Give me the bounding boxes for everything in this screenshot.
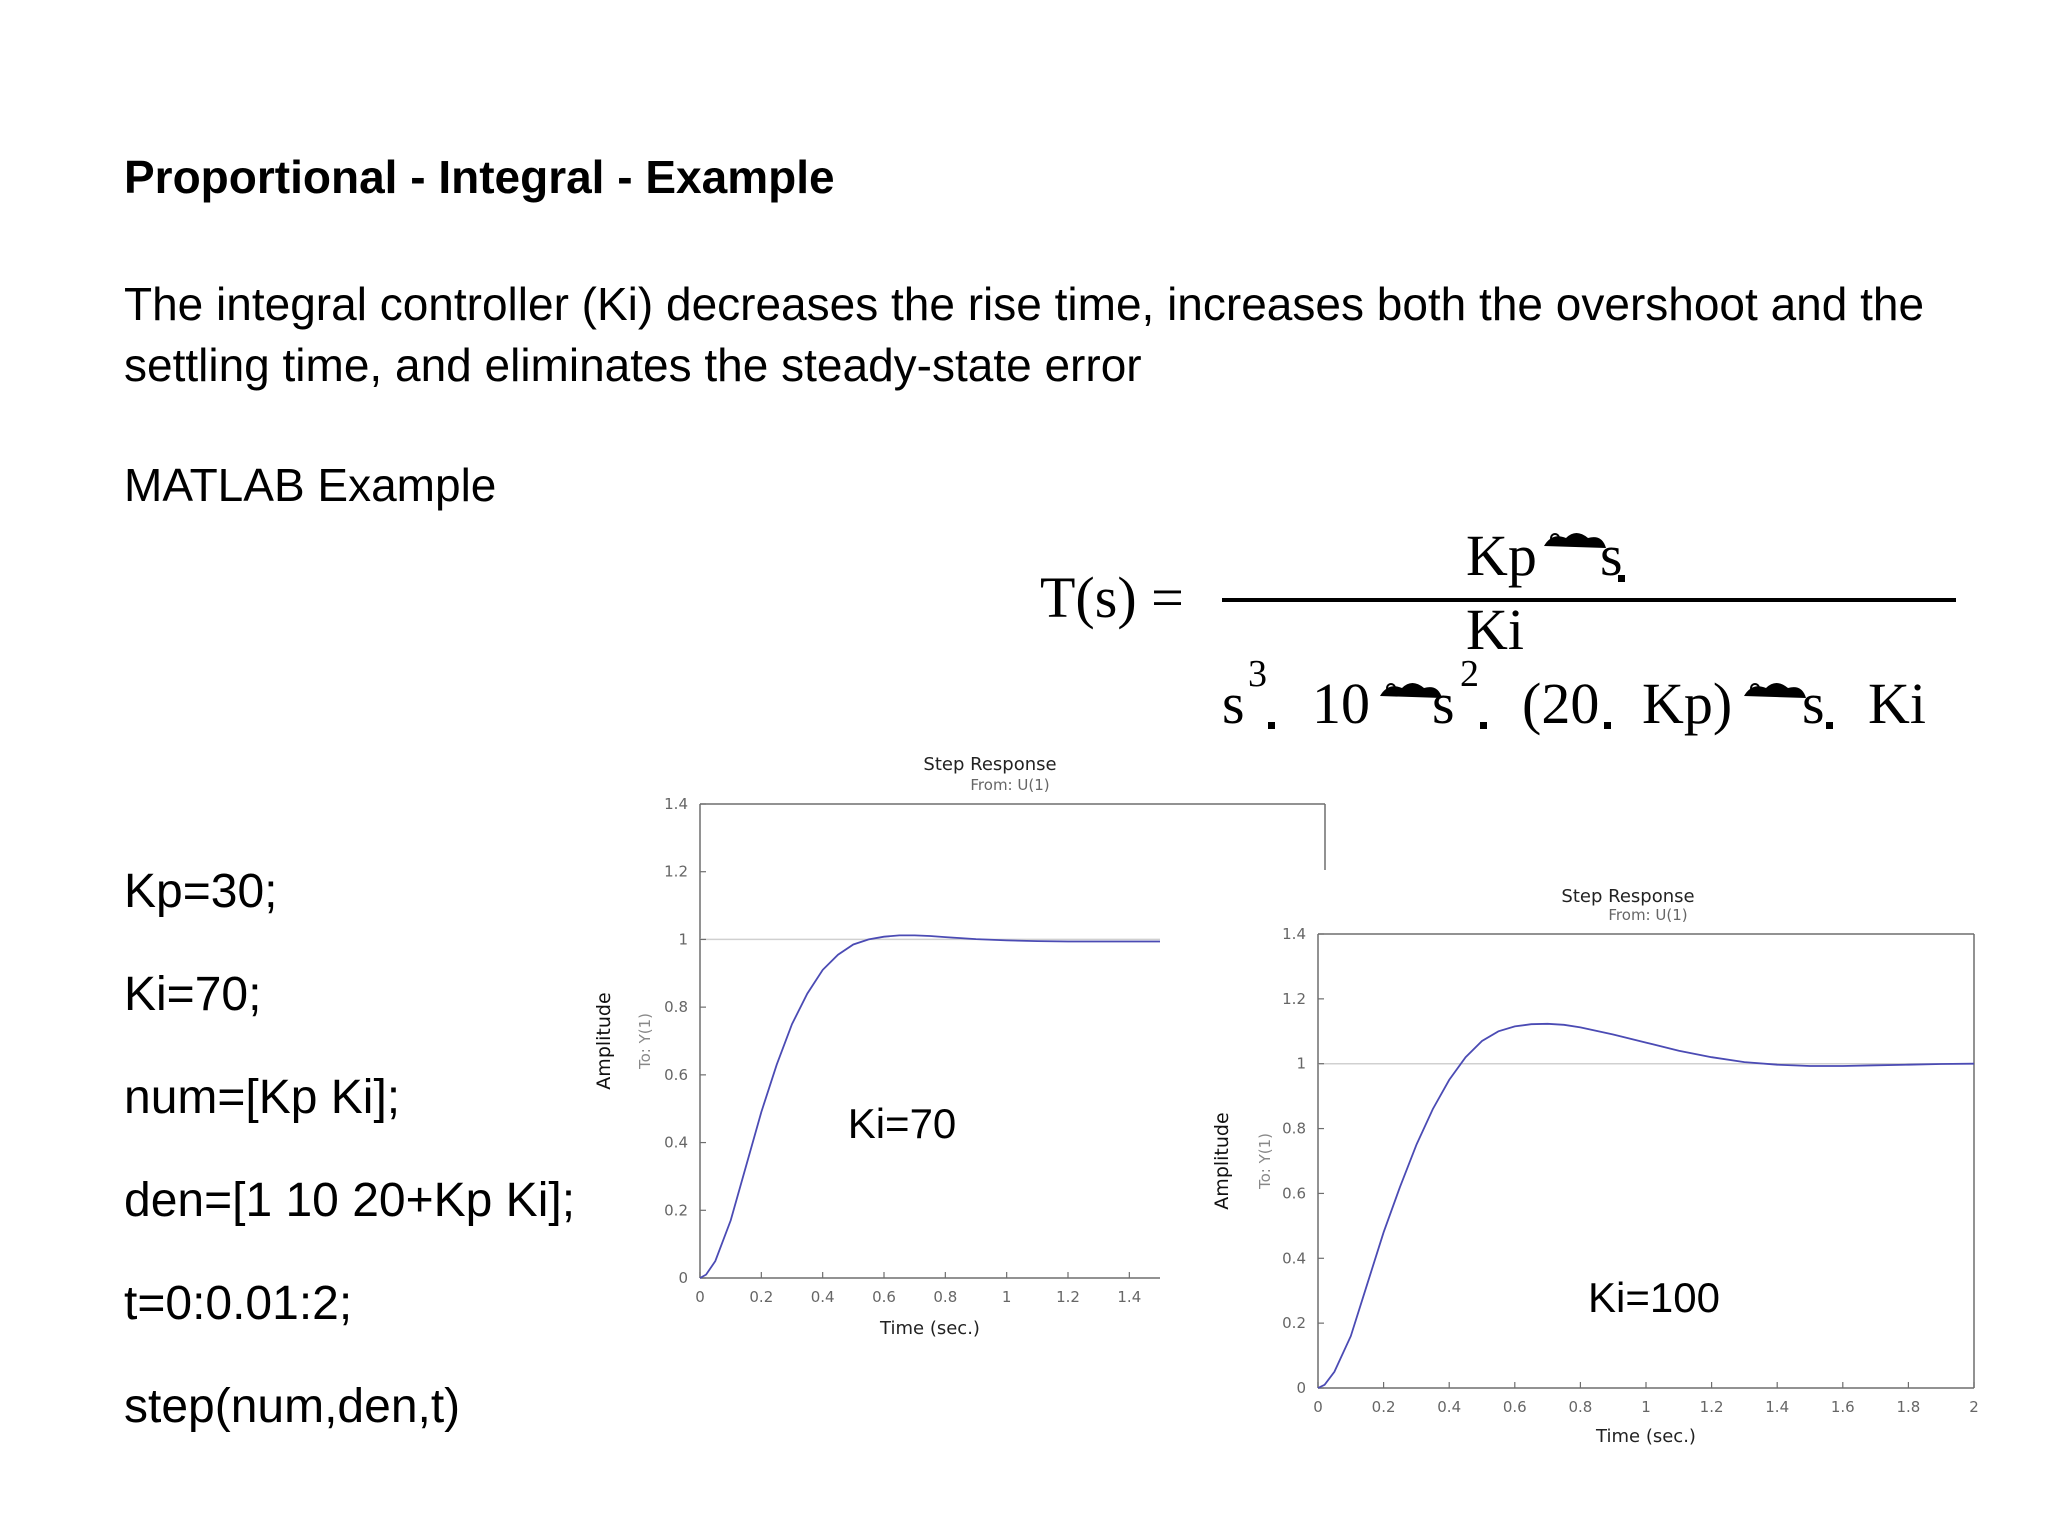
code-line-num: num=[Kp Ki]; xyxy=(124,1071,401,1124)
y-tick-label: 0 xyxy=(1296,1379,1306,1397)
ki-annotation: Ki=70 xyxy=(848,1100,957,1147)
denominator-s1: s xyxy=(1802,671,1825,736)
y-tick-label: 1 xyxy=(678,930,688,948)
matlab-example-heading: MATLAB Example xyxy=(124,459,497,511)
y-tick-label: 1.2 xyxy=(664,863,688,881)
x-tick-label: 0.4 xyxy=(811,1288,835,1306)
x-tick-label: 2 xyxy=(1969,1398,1979,1416)
y-tick-label: 0 xyxy=(678,1269,688,1287)
x-tick-label: 1.4 xyxy=(1765,1398,1789,1416)
code-line-kp: Kp=30; xyxy=(124,865,278,918)
x-tick-label: 0.8 xyxy=(933,1288,957,1306)
y-axis-label: Amplitude xyxy=(593,992,615,1089)
code-line-step: step(num,den,t) xyxy=(124,1380,461,1433)
y-tick-label: 0.4 xyxy=(1282,1249,1306,1267)
y-tick-label: 0.8 xyxy=(1282,1120,1306,1138)
code-line-ki: Ki=70; xyxy=(124,968,262,1021)
code-line-den: den=[1 10 20+Kp Ki]; xyxy=(124,1174,576,1227)
x-tick-label: 1 xyxy=(1002,1288,1012,1306)
denominator-s: s xyxy=(1222,671,1245,736)
x-tick-label: 1.2 xyxy=(1700,1398,1724,1416)
denominator-exp-3: 3 xyxy=(1248,653,1267,695)
numerator-kp: Kp xyxy=(1466,523,1537,588)
equation-lhs: T(s) = xyxy=(1040,565,1184,630)
fraction-bar xyxy=(1222,598,1956,602)
denominator-20: (20 xyxy=(1522,671,1600,736)
denominator-exp-2: 2 xyxy=(1460,653,1479,695)
x-tick-label: 1.8 xyxy=(1896,1398,1920,1416)
x-tick-label: 0 xyxy=(695,1288,705,1306)
step-response-curve xyxy=(1317,1022,1975,1389)
y-tick-label: 0.4 xyxy=(664,1134,688,1152)
x-tick-label: 0.6 xyxy=(1503,1398,1527,1416)
chart-subtitle: From: U(1) xyxy=(1608,906,1687,924)
x-tick-label: 1.2 xyxy=(1056,1288,1080,1306)
chart-subtitle: From: U(1) xyxy=(970,776,1049,794)
denominator-kp: Kp) xyxy=(1642,671,1733,736)
x-tick-label: 1.4 xyxy=(1117,1288,1141,1306)
x-tick-label: 0.2 xyxy=(749,1288,773,1306)
step-response-curve xyxy=(699,934,1160,1279)
x-tick-label: 1 xyxy=(1641,1398,1651,1416)
x-tick-label: 0 xyxy=(1313,1398,1323,1416)
x-axis-label: Time (sec.) xyxy=(1595,1426,1696,1447)
y-axis-label: Amplitude xyxy=(1211,1112,1233,1209)
y-tick-label: 0.8 xyxy=(664,998,688,1016)
y-axis-label-secondary: To: Y(1) xyxy=(636,1013,654,1070)
y-tick-label: 1 xyxy=(1296,1055,1306,1073)
x-tick-label: 0.6 xyxy=(872,1288,896,1306)
x-tick-label: 0.8 xyxy=(1568,1398,1592,1416)
x-axis-label: Time (sec.) xyxy=(879,1318,980,1339)
x-tick-label: 0.4 xyxy=(1437,1398,1461,1416)
numerator-ki: Ki xyxy=(1466,597,1524,662)
chart-title: Step Response xyxy=(923,754,1056,775)
description-text: The integral controller (Ki) decreases t… xyxy=(124,278,1925,391)
y-tick-label: 1.4 xyxy=(664,795,688,813)
y-tick-label: 1.2 xyxy=(1282,990,1306,1008)
chart-title: Step Response xyxy=(1561,886,1694,907)
x-tick-label: 1.6 xyxy=(1831,1398,1855,1416)
code-line-t: t=0:0.01:2; xyxy=(124,1277,353,1330)
y-tick-label: 0.6 xyxy=(1282,1184,1306,1202)
y-tick-label: 0.6 xyxy=(664,1066,688,1084)
denominator-ki: Ki xyxy=(1868,671,1926,736)
denominator-10: 10 xyxy=(1312,671,1370,736)
x-tick-label: 0.2 xyxy=(1372,1398,1396,1416)
ki-annotation: Ki=100 xyxy=(1588,1274,1720,1321)
y-axis-label-secondary: To: Y(1) xyxy=(1256,1133,1274,1190)
y-tick-label: 0.2 xyxy=(1282,1314,1306,1332)
y-tick-label: 1.4 xyxy=(1282,925,1306,943)
y-tick-label: 0.2 xyxy=(664,1201,688,1219)
slide-title: Proportional - Integral - Example xyxy=(124,151,835,203)
